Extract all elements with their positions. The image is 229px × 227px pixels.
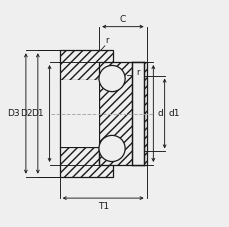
Text: r: r <box>105 36 108 45</box>
Circle shape <box>98 135 125 162</box>
Text: d1: d1 <box>168 109 179 118</box>
Text: D2: D2 <box>20 109 32 118</box>
Text: d: d <box>157 109 162 118</box>
Text: D3: D3 <box>8 109 20 118</box>
Circle shape <box>98 65 125 92</box>
Bar <box>60 147 112 177</box>
Bar <box>99 62 146 165</box>
Text: r: r <box>135 68 139 77</box>
Text: C: C <box>119 15 125 24</box>
Bar <box>131 62 144 165</box>
Bar <box>60 50 112 80</box>
Text: T1: T1 <box>97 202 108 210</box>
Text: D1: D1 <box>31 109 44 118</box>
Bar <box>60 80 99 147</box>
